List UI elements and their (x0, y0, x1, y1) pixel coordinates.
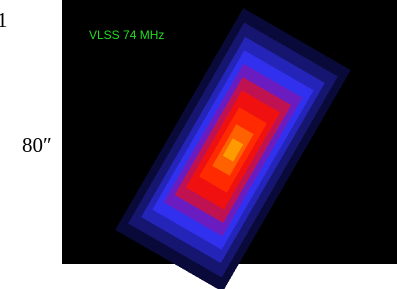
image-caption: VLSS 74 MHz (89, 28, 164, 42)
corner-label: 1 (0, 8, 8, 32)
page: 1 80″ VLSS 74 MHz (0, 0, 397, 289)
scale-label: 80″ (22, 133, 52, 157)
